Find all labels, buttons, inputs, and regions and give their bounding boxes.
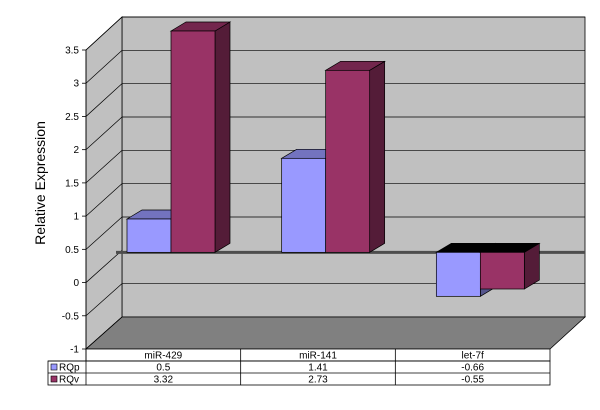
gridline-side — [85, 150, 123, 184]
data-label: 2.73 — [308, 375, 328, 386]
y-tick-label: 2 — [73, 145, 79, 156]
legend-label-RQp: RQp — [59, 363, 80, 374]
bar-RQv-miR-429 — [169, 21, 232, 253]
gridline-side — [85, 116, 123, 150]
bar-RQv-miR-141 — [324, 60, 386, 253]
data-label: 3.32 — [154, 375, 174, 386]
y-tick-label: 3.5 — [65, 46, 79, 57]
data-label: 1.41 — [308, 363, 328, 374]
data-table: miR-429 miR-141 let-7f RQp 0.5 1.41 -0.66 RQv 3.… — [47, 348, 551, 386]
bar-front-face — [126, 218, 172, 253]
data-label: -0.66 — [461, 363, 484, 374]
y-tick-label: 0 — [73, 278, 79, 289]
bar-front-face — [325, 69, 371, 253]
gridline-side — [85, 83, 123, 117]
y-tick-label: 1 — [73, 212, 79, 223]
bar-front-face — [281, 157, 327, 253]
y-tick-label: 2.5 — [65, 112, 79, 123]
chart-floor — [84, 316, 587, 350]
y-tick-label: 1.5 — [65, 178, 79, 189]
data-label: 0.5 — [156, 363, 170, 374]
gridline-side — [85, 16, 123, 51]
x-tick-label: let-7f — [462, 351, 484, 362]
x-tick-label: miR-429 — [144, 351, 182, 362]
x-tick-label: miR-141 — [299, 351, 337, 362]
bar-front-face — [435, 251, 481, 297]
gridline-side — [85, 250, 123, 283]
gridline-side — [85, 283, 123, 317]
y-tick-label: 0.5 — [65, 245, 79, 256]
bar-side-face — [214, 21, 231, 253]
y-tick-label: 3 — [73, 79, 79, 90]
bar-side-face — [369, 60, 386, 253]
gridline-side — [85, 50, 123, 84]
bar-front-face — [170, 30, 216, 253]
bar-front-face — [479, 251, 525, 290]
gridline-side — [85, 216, 123, 250]
legend-swatch-RQp — [50, 363, 58, 371]
bar-RQv-let-7f — [479, 242, 541, 290]
gridline-side — [85, 183, 123, 217]
y-tick-label: -0.5 — [62, 311, 80, 322]
data-label: -0.55 — [461, 375, 484, 386]
gridline-side — [85, 316, 123, 350]
y-tick-label: -1 — [70, 345, 79, 356]
legend-label-RQv: RQv — [59, 375, 79, 386]
legend-swatch-RQv — [50, 375, 58, 383]
chart-bars — [125, 21, 541, 297]
y-axis-title: Relative Expression — [32, 121, 48, 245]
y-axis-ticks: -1 -0.5 0 0.5 1 1.5 2 2.5 3 3.5 — [62, 46, 87, 356]
